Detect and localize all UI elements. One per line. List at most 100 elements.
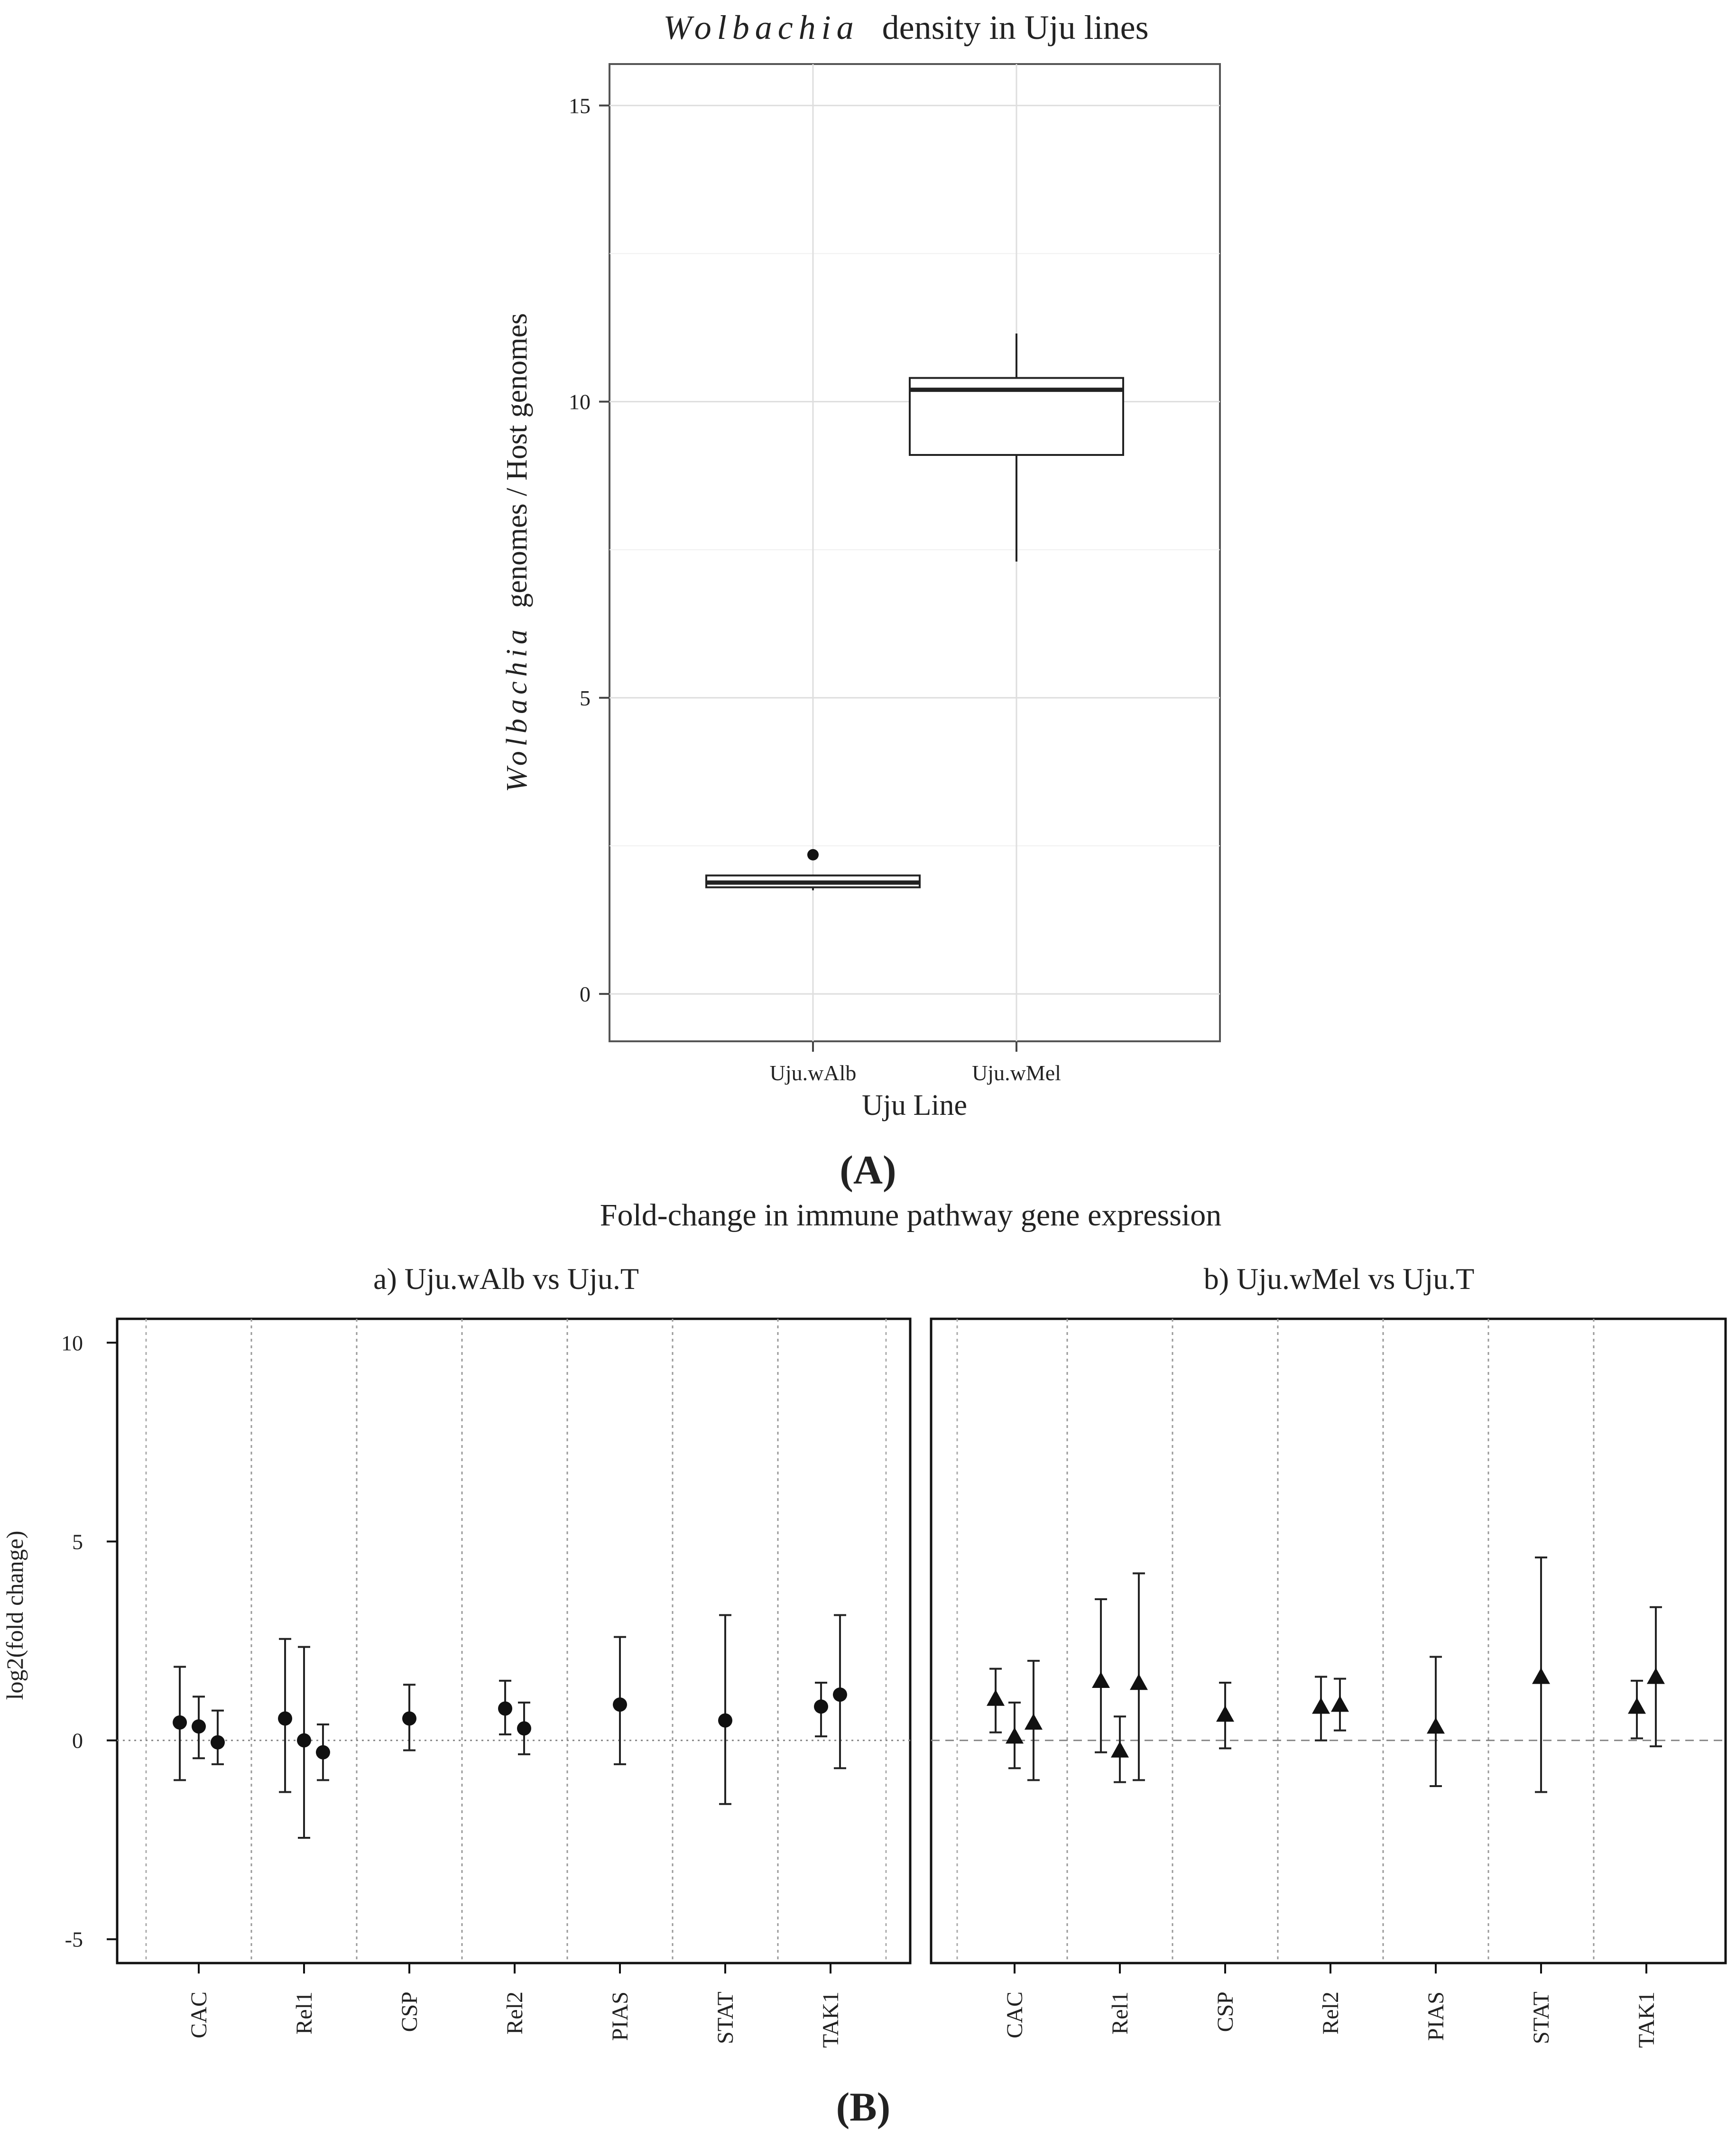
panel-a-plot-area — [609, 63, 1221, 1042]
point-STAT — [1532, 1556, 1550, 1793]
point-CAC — [210, 1709, 225, 1765]
x-tick-label: CAC — [1002, 1992, 1027, 2038]
point-Rel1 — [278, 1638, 293, 1793]
panel-b-facet-b: CAC Rel1 CSP Rel2 PIAS STAT TAK1 — [931, 1319, 1726, 2048]
point-Rel1 — [1129, 1572, 1148, 1781]
x-tick-label: CAC — [186, 1992, 212, 2038]
point-marker — [192, 1719, 206, 1734]
point-Rel1 — [1111, 1715, 1129, 1783]
point-PIAS — [613, 1636, 627, 1765]
box-Uju.wMel — [909, 334, 1124, 562]
point-PIAS — [1427, 1656, 1445, 1787]
x-tick-label: TAK1 — [818, 1992, 843, 2048]
y-tick-label: 0 — [580, 982, 591, 1006]
point-marker — [498, 1701, 513, 1716]
point-marker — [1312, 1697, 1330, 1714]
y-tick-label: 10 — [569, 390, 591, 414]
panel-b-y-label: log2(fold change) — [1, 1531, 28, 1700]
point-marker — [173, 1715, 187, 1730]
panel-b-facet-b-frame — [930, 1317, 1727, 1964]
panel-b-subtitle-a: a) Uju.wAlb vs Uju.T — [373, 1262, 639, 1296]
panel-b-subtitle-b: b) Uju.wMel vs Uju.T — [1204, 1262, 1475, 1296]
point-TAK1 — [832, 1614, 847, 1770]
point-Rel2 — [1330, 1677, 1349, 1732]
x-tick-label: Uju.wMel — [972, 1061, 1061, 1085]
box-Uju.wAlb — [705, 849, 921, 890]
y-tick-label: -5 — [65, 1927, 83, 1952]
point-TAK1 — [1646, 1606, 1665, 1748]
point-marker — [613, 1697, 627, 1712]
panel-b-facet-a-frame — [116, 1317, 912, 1964]
point-marker — [1129, 1674, 1148, 1690]
point-TAK1 — [814, 1682, 829, 1738]
panel-a-title: Wolbachia density in Uju lines — [663, 9, 1148, 46]
panel-a-title-italic: Wolbachia — [663, 9, 859, 46]
panel-b-title: Fold-change in immune pathway gene expre… — [600, 1198, 1222, 1232]
point-marker — [832, 1687, 847, 1702]
x-tick-label: STAT — [713, 1992, 738, 2044]
point-marker — [517, 1721, 531, 1736]
panel-a-y-label-italic: Wolbachia — [501, 625, 533, 792]
point-marker — [1532, 1668, 1550, 1684]
x-tick-label: PIAS — [608, 1992, 633, 2041]
point-marker — [718, 1713, 732, 1728]
point-CSP — [402, 1684, 416, 1751]
panel-b: Fold-change in immune pathway gene expre… — [1, 1198, 1727, 2130]
point-marker — [987, 1689, 1005, 1706]
point-Rel1 — [297, 1646, 311, 1839]
panel-a-x-label: Uju Line — [862, 1089, 967, 1121]
point-Rel1 — [1092, 1598, 1110, 1753]
panel-b-y-axis: -5 0 5 10 — [61, 1331, 117, 1952]
point-marker — [278, 1711, 293, 1726]
point-Rel2 — [1312, 1676, 1330, 1742]
point-CAC — [987, 1668, 1005, 1733]
point-marker — [1111, 1741, 1129, 1758]
y-tick-label: 15 — [569, 93, 591, 118]
point-marker — [814, 1699, 829, 1714]
point-CAC — [1024, 1659, 1043, 1781]
point-Rel1 — [315, 1723, 330, 1781]
point-marker — [402, 1711, 416, 1726]
point-marker — [1006, 1727, 1024, 1744]
point-CAC — [192, 1696, 206, 1760]
x-tick-label: CSP — [1213, 1992, 1238, 2032]
panel-b-label: (B) — [836, 2084, 891, 2130]
point-CSP — [1216, 1682, 1234, 1750]
point-STAT — [718, 1614, 732, 1805]
point-marker — [1092, 1671, 1110, 1688]
point-marker — [315, 1745, 330, 1760]
point-marker — [1216, 1705, 1234, 1722]
x-tick-label: PIAS — [1423, 1992, 1449, 2041]
x-tick-label: STAT — [1529, 1992, 1554, 2044]
point-CAC — [1006, 1701, 1024, 1770]
point-marker — [1024, 1713, 1043, 1730]
panel-a-x-axis: Uju.wAlb Uju.wMel — [770, 1041, 1061, 1085]
point-marker — [1646, 1668, 1665, 1684]
panel-a: Wolbachia density in Uju lines 0 5 10 15 Uj… — [501, 9, 1221, 1193]
x-tick-label: Uju.wAlb — [770, 1061, 857, 1085]
point-marker — [297, 1733, 311, 1748]
point-marker — [1628, 1697, 1646, 1714]
point-marker — [210, 1735, 225, 1750]
point-TAK1 — [1628, 1679, 1646, 1740]
point-Rel2 — [517, 1701, 531, 1755]
point-marker — [1330, 1696, 1349, 1712]
x-tick-label: Rel2 — [502, 1992, 527, 2035]
panel-a-y-axis: 0 5 10 15 — [569, 93, 609, 1006]
point-marker — [1427, 1717, 1445, 1734]
box-outlier — [807, 849, 819, 861]
point-CAC — [173, 1666, 187, 1781]
panel-a-y-label: Wolbachia genomes / Host genomes — [501, 313, 533, 792]
panel-a-boxes — [705, 334, 1124, 890]
x-tick-label: Rel2 — [1318, 1992, 1343, 2035]
panel-a-label: (A) — [840, 1147, 896, 1193]
y-tick-label: 5 — [72, 1529, 83, 1554]
x-tick-label: Rel1 — [1108, 1992, 1133, 2035]
y-tick-label: 5 — [580, 686, 591, 710]
panel-b-facet-a: CAC Rel1 CSP Rel2 PIAS STAT TAK1 — [117, 1319, 910, 2048]
y-tick-label: 0 — [72, 1729, 83, 1753]
panel-a-y-label-rest: genomes / Host genomes — [501, 313, 533, 608]
x-tick-label: Rel1 — [292, 1992, 317, 2035]
x-tick-label: TAK1 — [1634, 1992, 1659, 2048]
